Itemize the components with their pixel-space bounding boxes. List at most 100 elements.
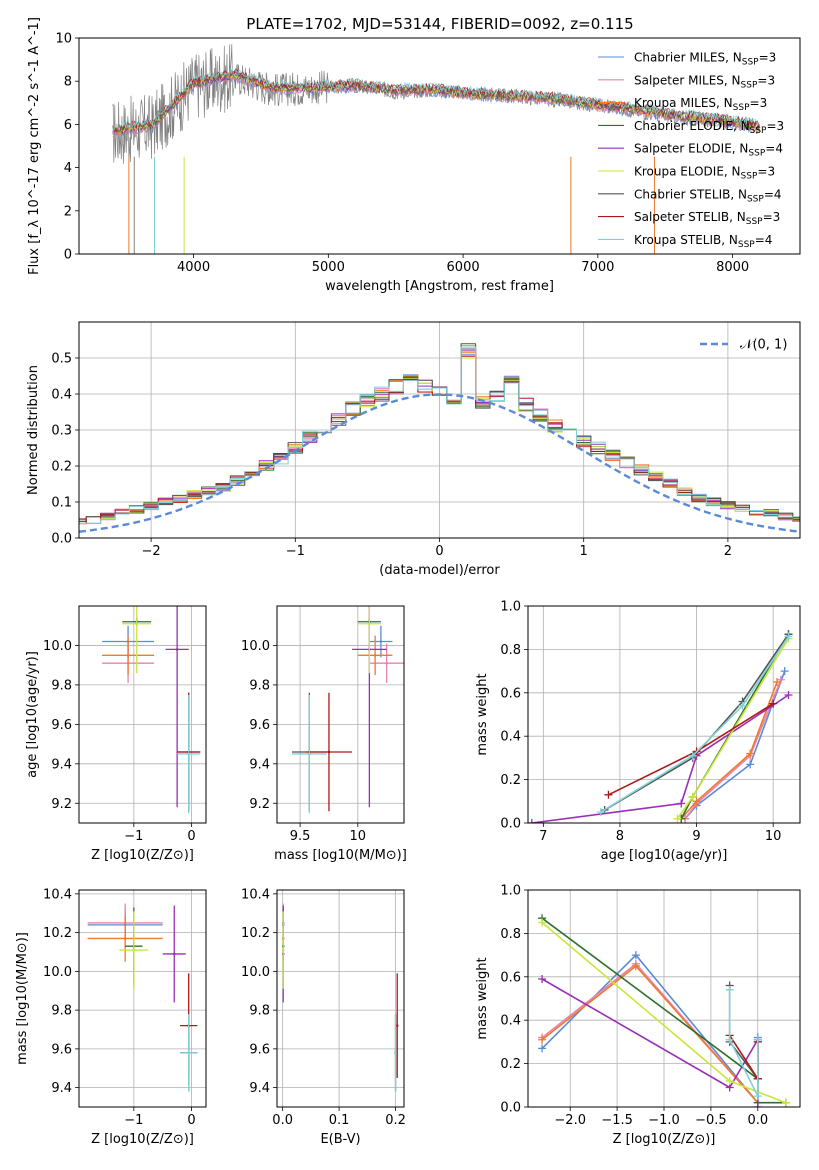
y-tick-label: 1.0 [500,884,521,899]
weight-marker-8 [725,1035,734,1044]
axes-frame [78,605,207,824]
point-4 [172,952,176,956]
panel-weight-vs-age: 7 8 9 10 0.0 0.2 0.4 0.6 0.8 1.0 age [log10(age/yr… [475,600,801,863]
x-tick-label: 1 [580,544,588,559]
plot-area-mass-vs-EBV [277,890,404,1107]
x-tick-label: −1 [124,829,143,844]
legend-label-5: Kroupa ELODIE, NSSP=3 [634,165,775,182]
axes-frame [276,889,405,1108]
legend-eq: =3 [757,73,775,87]
weight-marker-0 [746,760,755,769]
y-tick-label: 0.0 [500,817,521,832]
point-0 [379,640,383,643]
x-axis-label: E(B-V) [320,1132,360,1147]
legend-sub: SSP [733,103,750,113]
x-tick-label: 10 [350,829,367,844]
weight-marker-4 [753,1103,762,1107]
legend-label-6: Chabrier STELIB, NSSP=4 [634,187,782,204]
y-axis-label: Normed distribution [26,365,41,495]
y-tick-label: 9.4 [51,757,72,772]
legend-label-1: Salpeter MILES, NSSP=3 [634,73,775,90]
legend-eq: =3 [763,210,781,224]
panel-spectrum: 4000 5000 6000 7000 8000 0 2 4 6 8 10 wavelength [A… [27,17,801,294]
legend-label-gaussian: 𝒩(0, 1) [740,338,787,353]
plot-area-age-vs-mass [277,606,404,823]
y-tick-label: 0.2 [51,460,72,475]
x-axis-label: mass [log10(M/M⊙)] [274,848,407,863]
y-tick-label: 0.6 [500,970,521,985]
y-tick-label: 0.4 [500,730,521,745]
weight-marker-8 [784,632,793,641]
legend-label-2: Kroupa MILES, NSSP=3 [634,96,767,113]
y-tick-label: 0.3 [51,424,72,439]
x-axis-label: wavelength [Angstrom, rest frame] [325,279,554,294]
weight-line-7 [608,702,774,796]
plot-area-spectrum [112,44,760,254]
y-tick-label: 9.8 [51,1004,72,1019]
plot-area-age-vs-Z [79,606,206,823]
y-tick-label: 0.4 [51,388,72,403]
x-axis-label: age [log10(age/yr)] [601,848,728,863]
weight-line-4 [531,694,789,823]
weight-marker-4 [538,974,547,983]
y-tick-label: 9.4 [51,1081,72,1096]
y-tick-label: 0.1 [51,496,72,511]
weight-marker-2 [631,961,640,970]
y-axis-label: Flux [f_λ 10^-17 erg cm^-2 s^-1 A^-1] [27,17,42,275]
weight-marker-4 [784,690,793,699]
y-tick-label: 4 [64,161,72,176]
y-tick-label: 10.0 [241,639,270,654]
x-tick-label: 8000 [716,260,749,275]
weight-marker-8 [753,1092,762,1101]
x-tick-label: 0.0 [747,1113,768,1128]
y-tick-label: 9.4 [249,1081,270,1096]
x-tick-label: 8 [616,829,624,844]
x-axis-label: (data-model)/error [379,563,500,578]
hist-5 [79,357,800,524]
panel-mass-vs-Z: −1 0 9.4 9.6 9.8 10.0 10.2 10.4 Z [log10(Z/Z⊙)] m… [15,887,207,1147]
weight-marker-0 [538,1044,547,1053]
plot-area-mass-vs-Z [79,890,206,1107]
point-7 [395,1024,399,1027]
weight-marker-0 [780,667,789,676]
weight-line-8 [600,635,790,813]
y-tick-label: 10.4 [43,887,72,902]
weight-marker-5 [673,814,682,823]
y-tick-label: 0.8 [500,927,521,942]
plot-area-weight-vs-age [528,606,800,823]
y-tick-label: 0.8 [500,643,521,658]
model-spectrum-7 [112,68,760,133]
x-tick-label: 0 [435,544,443,559]
panel-age-vs-mass: 9.5 10 9.2 9.4 9.6 9.8 10.0 mass [log10(M/M⊙)] [241,605,407,863]
weight-line-7 [729,1034,759,1082]
model-spectrum-8 [112,68,760,132]
y-tick-label: 9.2 [51,797,72,812]
hist-8 [79,346,800,524]
y-tick-label: 10 [55,32,72,47]
legend-sub: SSP [741,172,758,182]
x-tick-label: 5000 [312,260,345,275]
panel-weight-vs-Z: −2.0 −1.5 −1.0 −0.5 0.0 0.0 0.2 0.4 0.6 0.8 1.0 Z [… [475,884,801,1147]
hist-7 [79,355,800,524]
weight-marker-2 [538,1035,547,1044]
point-5 [368,622,371,626]
weight-line-2 [680,681,778,820]
weight-marker-5 [781,1098,790,1107]
legend-label-4: Salpeter ELODIE, NSSP=4 [634,142,783,159]
point-2 [126,654,130,657]
point-2 [123,937,127,940]
x-tick-label: 2 [724,544,732,559]
y-tick-label: 10.2 [241,926,270,941]
y-tick-label: 0 [64,248,72,263]
x-tick-label: 9 [692,829,700,844]
weight-marker-2 [773,677,782,686]
y-tick-label: 9.4 [249,757,270,772]
legend-sub: SSP [741,80,758,90]
point-8 [308,752,311,756]
x-tick-label: −0.5 [695,1113,727,1128]
axes-frame [527,889,801,1108]
legend-eq: =3 [759,51,777,65]
weight-marker-8 [753,1035,762,1044]
x-axis-label: Z [log10(Z/Z⊙)] [613,1132,716,1147]
legend-residuals: 𝒩(0, 1) [700,338,787,353]
